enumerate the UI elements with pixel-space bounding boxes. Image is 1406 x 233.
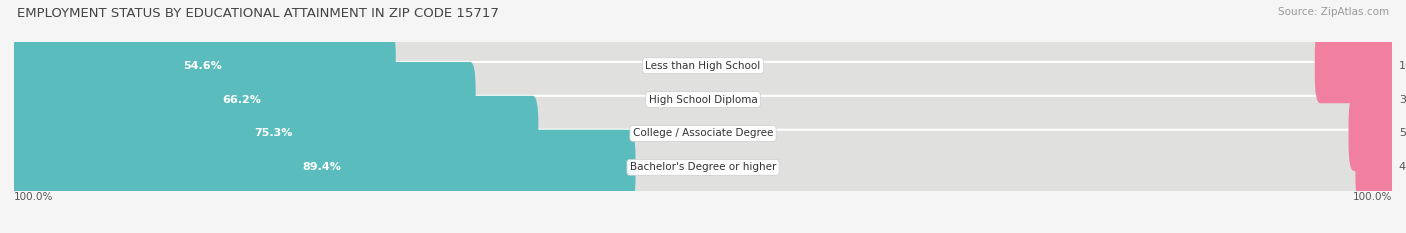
FancyBboxPatch shape (1355, 130, 1398, 205)
Text: Less than High School: Less than High School (645, 61, 761, 71)
Text: 89.4%: 89.4% (302, 162, 342, 172)
FancyBboxPatch shape (8, 130, 636, 205)
Text: 5.5%: 5.5% (1399, 128, 1406, 138)
Text: 10.4%: 10.4% (1399, 61, 1406, 71)
Text: Source: ZipAtlas.com: Source: ZipAtlas.com (1278, 7, 1389, 17)
FancyBboxPatch shape (8, 62, 475, 137)
FancyBboxPatch shape (8, 96, 538, 171)
Text: 66.2%: 66.2% (222, 95, 262, 105)
FancyBboxPatch shape (1315, 28, 1398, 103)
Text: Bachelor's Degree or higher: Bachelor's Degree or higher (630, 162, 776, 172)
Text: 100.0%: 100.0% (14, 192, 53, 202)
Text: 75.3%: 75.3% (254, 128, 292, 138)
Text: High School Diploma: High School Diploma (648, 95, 758, 105)
Text: 4.5%: 4.5% (1399, 162, 1406, 172)
FancyBboxPatch shape (8, 96, 1398, 171)
FancyBboxPatch shape (8, 62, 1398, 137)
FancyBboxPatch shape (1364, 62, 1398, 137)
FancyBboxPatch shape (8, 28, 395, 103)
Text: 100.0%: 100.0% (1353, 192, 1392, 202)
Text: EMPLOYMENT STATUS BY EDUCATIONAL ATTAINMENT IN ZIP CODE 15717: EMPLOYMENT STATUS BY EDUCATIONAL ATTAINM… (17, 7, 499, 20)
FancyBboxPatch shape (8, 130, 1398, 205)
Text: College / Associate Degree: College / Associate Degree (633, 128, 773, 138)
Text: 54.6%: 54.6% (183, 61, 222, 71)
FancyBboxPatch shape (1348, 96, 1398, 171)
Text: 3.2%: 3.2% (1399, 95, 1406, 105)
FancyBboxPatch shape (8, 28, 1398, 103)
